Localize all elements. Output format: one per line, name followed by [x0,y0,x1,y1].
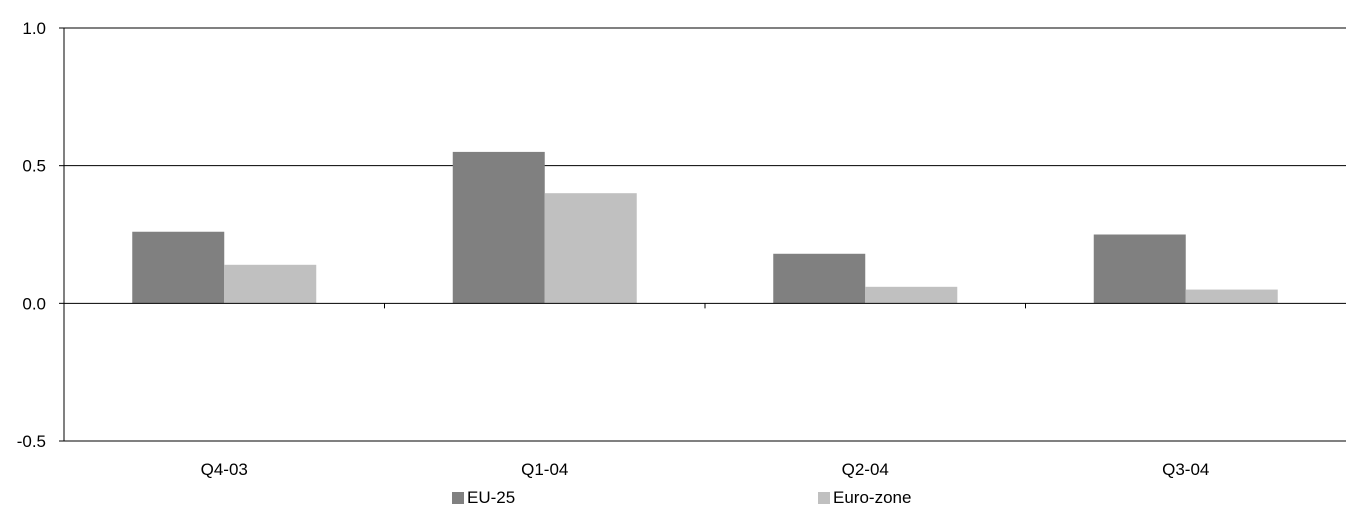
bar [544,193,637,304]
x-tick-label: Q3-04 [1162,460,1209,479]
bar [773,253,866,304]
legend-label: EU-25 [467,488,515,507]
legend: EU-25 Euro-zone [452,488,911,507]
x-tick-label: Q2-04 [842,460,889,479]
y-tick-label: 0.0 [22,294,46,313]
legend-swatch [452,492,464,504]
y-tick-label: 1.0 [22,19,46,38]
bar [132,231,225,304]
bars [132,151,1278,304]
x-tick-label: Q1-04 [521,460,568,479]
bar [224,264,317,304]
x-axis-ticks: Q4-03 Q1-04 Q2-04 Q3-04 [201,460,1210,479]
legend-label: Euro-zone [833,488,911,507]
bar [1093,234,1186,304]
y-tick-label: -0.5 [17,432,46,451]
legend-swatch [818,492,830,504]
x-tick-label: Q4-03 [201,460,248,479]
bar [1185,289,1278,304]
bar [452,151,545,304]
y-tick-label: 0.5 [22,157,46,176]
y-axis-ticks: 1.0 0.5 0.0 -0.5 [17,19,46,451]
axes [59,27,1346,442]
bar [865,286,958,304]
